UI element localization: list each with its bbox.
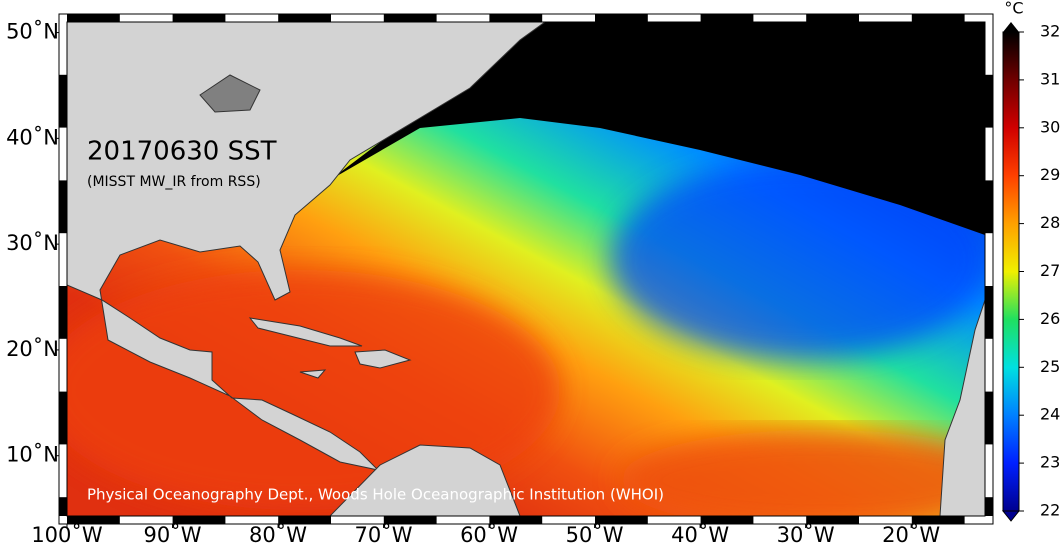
frame-segment [59, 497, 67, 516]
map-title: 20170630 SST [87, 137, 277, 167]
colorbar-tick-label: 28 [1040, 213, 1060, 232]
frame-segment [489, 14, 543, 22]
cuba [248, 317, 363, 347]
frame-segment [806, 516, 859, 524]
x-tick-label: 80˚W [249, 523, 307, 546]
y-tick-label: 10˚N [6, 443, 59, 467]
outer-frame [58, 13, 994, 525]
frame-segment [383, 14, 437, 22]
frame-segment [67, 14, 120, 22]
colorbar-min-arrow [1001, 510, 1021, 522]
colorbar-unit: °C [1004, 0, 1023, 18]
frame-segment [700, 516, 754, 524]
x-tick-label: 20˚W [882, 523, 940, 546]
x-tick-label: 60˚W [460, 523, 518, 546]
south-america [329, 444, 521, 516]
warm-band [620, 430, 985, 516]
frame-segment [278, 14, 331, 22]
frame-segment [172, 516, 226, 524]
y-tick-label: 40˚N [6, 125, 59, 149]
frame-segment [59, 391, 67, 445]
colorbar-tick-label: 25 [1040, 357, 1060, 376]
x-tick-label: 50˚W [566, 523, 624, 546]
frame-segment [595, 516, 648, 524]
x-tick-label: 70˚W [355, 523, 413, 546]
y-tick-label: 50˚N [6, 20, 59, 44]
frame-segment [67, 516, 120, 524]
north-america [67, 22, 546, 471]
hispaniola [354, 349, 412, 369]
jamaica [299, 369, 327, 379]
x-tick-label: 40˚W [671, 523, 729, 546]
frame-segment [911, 516, 965, 524]
frame-segment [985, 286, 993, 339]
frame-segment [278, 516, 331, 524]
frame-segment [985, 180, 993, 234]
x-tick-label: 30˚W [777, 523, 835, 546]
colorbar-tick-label: 24 [1040, 405, 1060, 424]
frame-segment [383, 516, 437, 524]
great-lakes [199, 74, 261, 113]
colorbar-tick-label: 32 [1040, 22, 1060, 41]
cool-pool [610, 160, 985, 360]
colorbar-tick-label: 26 [1040, 309, 1060, 328]
frame-segment [59, 286, 67, 339]
colorbar-tick-label: 23 [1040, 453, 1060, 472]
colorbar-max-arrow [1003, 22, 1019, 32]
frame-segment [489, 516, 543, 524]
frame-segment [595, 14, 648, 22]
no-data-north [330, 22, 985, 235]
frame-segment [985, 74, 993, 128]
frame-segment [985, 497, 993, 516]
colorbar [1002, 31, 1020, 512]
y-tick-label: 20˚N [6, 337, 59, 361]
colorbar-tick-label: 27 [1040, 261, 1060, 280]
frame-segment [700, 14, 754, 22]
colorbar-tick-label: 29 [1040, 165, 1060, 184]
map-subtitle: (MISST MW_IR from RSS) [87, 174, 261, 190]
colorbar-tick-label: 30 [1040, 117, 1060, 136]
frame-segment [59, 180, 67, 234]
africa [939, 299, 985, 516]
colorbar-tick-label: 22 [1040, 501, 1060, 520]
colorbar-tick-label: 31 [1040, 69, 1060, 88]
frame-segment [985, 391, 993, 445]
y-tick-label: 30˚N [6, 231, 59, 255]
frame-segment [172, 14, 226, 22]
map-area [67, 22, 985, 516]
x-tick-label: 90˚W [144, 523, 202, 546]
x-tick-label: 100˚W [31, 523, 103, 546]
frame-segment [59, 74, 67, 128]
credit: Physical Oceanography Dept., Woods Hole … [87, 486, 664, 504]
frame-segment [806, 14, 859, 22]
frame-segment [911, 14, 965, 22]
